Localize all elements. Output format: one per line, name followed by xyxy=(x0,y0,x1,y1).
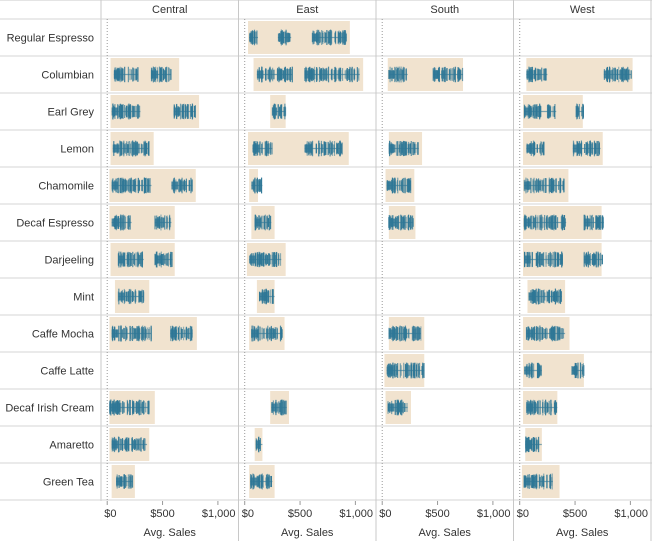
sale-mark xyxy=(304,70,312,79)
x-axis-title: Avg. Sales xyxy=(281,527,334,539)
sale-mark xyxy=(526,70,533,79)
labels: Central East South West Regular Espresso Colu… xyxy=(5,4,648,539)
sale-mark xyxy=(111,107,119,116)
sale-mark xyxy=(249,255,256,264)
sale-mark xyxy=(386,366,394,375)
sale-mark xyxy=(386,181,394,190)
sale-mark xyxy=(572,144,580,153)
sale-mark xyxy=(526,403,533,412)
product-label: Caffe Latte xyxy=(40,366,94,378)
x-tick-label: $0 xyxy=(242,508,254,520)
sale-mark xyxy=(251,329,258,338)
product-label: Chamomile xyxy=(38,181,94,193)
sale-mark xyxy=(250,477,257,486)
x-tick-label: $500 xyxy=(288,508,312,520)
x-tick-label: $1,000 xyxy=(477,508,511,520)
sale-mark xyxy=(272,107,278,116)
sale-mark xyxy=(388,70,396,79)
sale-mark xyxy=(526,144,533,153)
product-label: Mint xyxy=(73,292,94,304)
sale-mark xyxy=(259,292,265,301)
sale-mark xyxy=(603,70,611,79)
product-label: Caffe Mocha xyxy=(32,329,95,341)
product-label: Decaf Espresso xyxy=(16,218,94,230)
sale-mark xyxy=(118,292,125,301)
x-tick-label: $1,000 xyxy=(339,508,373,520)
sales-marks xyxy=(109,29,632,490)
sale-mark xyxy=(118,255,125,264)
region-header: East xyxy=(296,4,318,16)
product-label: Lemon xyxy=(60,144,94,156)
sale-mark xyxy=(154,255,162,264)
sale-mark xyxy=(255,440,259,449)
x-tick-label: $500 xyxy=(563,508,587,520)
sale-mark xyxy=(571,366,576,375)
sale-mark xyxy=(583,218,591,227)
sale-mark xyxy=(528,292,536,301)
sale-mark xyxy=(524,477,531,486)
sale-mark xyxy=(304,144,312,153)
sale-mark xyxy=(173,107,181,116)
region-header: Central xyxy=(152,4,187,16)
sale-mark xyxy=(111,218,119,227)
sale-mark xyxy=(526,329,533,338)
sale-mark xyxy=(154,218,161,227)
sale-mark xyxy=(271,403,277,412)
sale-mark xyxy=(433,70,440,79)
x-tick-label: $500 xyxy=(150,508,174,520)
sale-mark xyxy=(113,70,121,79)
sale-mark xyxy=(111,440,119,449)
sale-mark xyxy=(388,144,396,153)
product-label: Darjeeling xyxy=(44,255,94,267)
sale-mark xyxy=(151,70,159,79)
region-header: South xyxy=(430,4,459,16)
sale-mark xyxy=(524,255,531,264)
x-tick-label: $1,000 xyxy=(614,508,648,520)
sale-mark xyxy=(583,255,591,264)
sale-mark xyxy=(256,70,264,79)
x-axis-title: Avg. Sales xyxy=(556,527,609,539)
product-label: Green Tea xyxy=(43,477,95,489)
product-label: Regular Espresso xyxy=(7,33,94,45)
product-label: Earl Grey xyxy=(48,107,95,119)
sale-mark xyxy=(277,33,283,42)
sale-mark xyxy=(387,403,395,412)
x-tick-label: $500 xyxy=(425,508,449,520)
product-label: Amaretto xyxy=(49,440,94,452)
sale-mark xyxy=(116,477,122,486)
sale-mark xyxy=(525,440,532,449)
product-label: Decaf Irish Cream xyxy=(5,403,94,415)
sale-mark xyxy=(388,329,396,338)
x-axis-title: Avg. Sales xyxy=(419,527,472,539)
sale-mark xyxy=(170,329,177,338)
x-tick-label: $0 xyxy=(104,508,116,520)
product-label: Columbian xyxy=(41,70,94,82)
sale-mark xyxy=(576,107,580,116)
sale-mark xyxy=(524,218,531,227)
sale-mark xyxy=(254,218,261,227)
x-tick-label: $0 xyxy=(379,508,391,520)
sale-mark xyxy=(111,181,119,190)
sale-mark xyxy=(252,144,260,153)
sale-mark xyxy=(249,33,253,42)
sale-mark xyxy=(112,144,120,153)
sale-mark xyxy=(171,181,179,190)
sale-mark xyxy=(524,366,531,375)
sale-mark xyxy=(109,403,117,412)
x-axis-title: Avg. Sales xyxy=(144,527,197,539)
sale-mark xyxy=(312,33,319,42)
region-header: West xyxy=(570,4,595,16)
sale-mark xyxy=(524,181,531,190)
x-tick-label: $0 xyxy=(517,508,529,520)
sale-mark xyxy=(251,181,256,190)
x-tick-label: $1,000 xyxy=(202,508,236,520)
sale-mark xyxy=(388,218,396,227)
sale-mark xyxy=(524,107,531,116)
sale-mark xyxy=(111,329,119,338)
